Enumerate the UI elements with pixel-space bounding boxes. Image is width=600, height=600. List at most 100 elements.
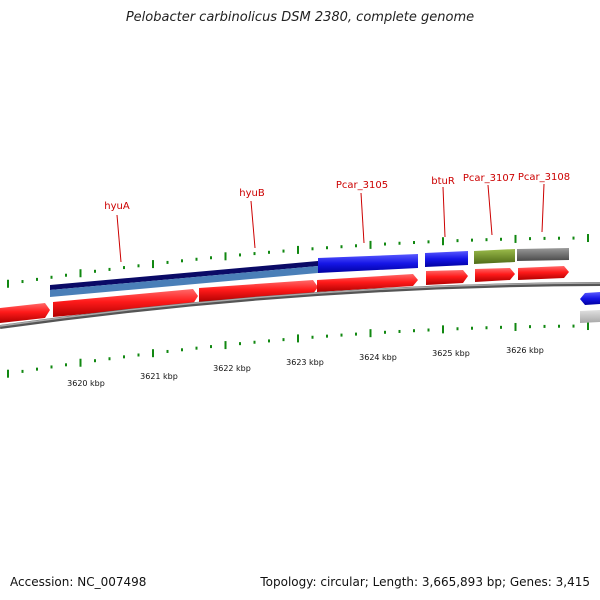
scale-tick-minor	[137, 353, 140, 357]
scale-tick-minor	[355, 332, 357, 336]
outer-tick-major	[152, 260, 154, 269]
label-leaders	[116, 183, 545, 263]
gene-arrow-btuR	[426, 270, 468, 285]
scale-tick-minor	[123, 355, 125, 359]
scale-tick-minor	[94, 359, 96, 363]
scale-tick-minor	[558, 324, 560, 328]
outer-tick-minor	[50, 275, 53, 279]
scale-label-3624: 3624 kbp	[359, 353, 397, 362]
scale-tick-minor	[427, 328, 430, 332]
outer-tick-minor	[181, 259, 183, 263]
outer-tick-minor	[427, 240, 430, 244]
outer-tick-minor	[253, 252, 256, 256]
scale-tick-major	[152, 349, 154, 358]
scale-tick-major	[224, 341, 227, 350]
scale-tick-minor	[485, 326, 488, 330]
scale-tick-minor	[253, 340, 256, 344]
genome-summary-text: Topology: circular; Length: 3,665,893 bp…	[260, 575, 590, 589]
leader-pcar3105	[360, 192, 365, 244]
outer-tick-minor	[239, 253, 241, 257]
gene-arrow-pcar3107	[475, 268, 515, 282]
scale-tick-minor	[50, 365, 53, 369]
cds-bar-btuR	[425, 251, 468, 267]
cds-bar-pcar3107	[474, 249, 515, 264]
gene-label-pcar3105: Pcar_3105	[336, 180, 388, 191]
genome-backbone	[0, 282, 600, 329]
outer-tick-major	[297, 245, 299, 254]
scale-tick-minor	[398, 329, 401, 333]
outer-tick-major	[442, 237, 444, 246]
leader-hyuB	[250, 200, 256, 249]
outer-tick-minor	[572, 236, 575, 240]
scale-tick-track	[7, 322, 589, 378]
scale-tick-minor	[65, 363, 67, 367]
outer-tick-minor	[398, 241, 401, 245]
gene-label-pcar3108: Pcar_3108	[518, 172, 570, 183]
cds-bar-steel	[50, 266, 318, 297]
scale-tick-minor	[471, 326, 473, 330]
cds-bar-pcar3105	[318, 254, 418, 273]
scale-tick-minor	[210, 345, 212, 349]
scale-tick-minor	[21, 369, 24, 373]
scale-tick-minor	[195, 346, 198, 350]
scale-tick-major	[297, 334, 299, 343]
scale-tick-minor	[500, 325, 502, 329]
outer-tick-track	[7, 234, 589, 288]
outer-tick-minor	[413, 241, 415, 245]
outer-tick-major	[79, 269, 82, 278]
outer-tick-minor	[543, 236, 546, 240]
outer-tick-minor	[166, 260, 169, 264]
outer-tick-major	[587, 234, 589, 243]
scale-tick-minor	[181, 348, 183, 352]
outer-tick-minor	[500, 237, 502, 241]
leader-hyuA	[116, 214, 122, 263]
scale-label-3625: 3625 kbp	[432, 349, 470, 358]
scale-tick-minor	[456, 327, 459, 331]
outer-tick-minor	[485, 238, 488, 242]
outer-tick-minor	[471, 238, 473, 242]
scale-tick-minor	[340, 333, 343, 337]
gene-arrow	[0, 303, 50, 323]
cds-track	[50, 248, 600, 323]
scale-tick-major	[442, 325, 444, 334]
gene-arrow-hyuA	[53, 289, 198, 317]
outer-tick-minor	[123, 266, 125, 270]
gene-label-btuR: btuR	[431, 176, 455, 187]
outer-tick-minor	[94, 269, 96, 273]
scale-label-3626: 3626 kbp	[506, 346, 544, 355]
outer-tick-minor	[355, 244, 357, 248]
outer-tick-minor	[384, 242, 386, 246]
outer-tick-major	[224, 252, 227, 261]
outer-tick-minor	[108, 267, 111, 271]
accession-text: Accession: NC_007498	[10, 575, 147, 589]
outer-tick-minor	[210, 256, 212, 260]
outer-tick-minor	[195, 257, 198, 261]
outer-tick-minor	[268, 250, 270, 254]
outer-tick-minor	[282, 249, 285, 253]
scale-label-3623: 3623 kbp	[286, 358, 324, 367]
gene-track	[0, 266, 569, 323]
outer-tick-major	[369, 240, 372, 249]
scale-tick-minor	[108, 357, 111, 361]
outer-tick-minor	[340, 245, 343, 249]
scale-tick-minor	[282, 338, 285, 342]
scale-tick-minor	[529, 325, 531, 329]
gene-label-hyuB: hyuB	[239, 188, 265, 199]
outer-tick-minor	[21, 280, 24, 284]
gene-label-pcar3107: Pcar_3107	[463, 173, 515, 184]
scale-tick-major	[7, 369, 9, 378]
scale-label-3621: 3621 kbp	[140, 372, 178, 381]
outer-tick-major	[7, 279, 9, 288]
outer-tick-minor	[558, 236, 560, 240]
scale-tick-minor	[268, 339, 270, 343]
map-title: Pelobacter carbinolicus DSM 2380, comple…	[125, 10, 475, 25]
outer-tick-minor	[137, 264, 140, 268]
outer-tick-minor	[529, 237, 531, 241]
scale-tick-minor	[239, 342, 241, 346]
scale-label-3620: 3620 kbp	[67, 379, 105, 388]
leader-btuR	[442, 186, 446, 238]
outer-tick-minor	[65, 273, 67, 277]
scale-tick-major	[587, 322, 589, 331]
cds-bar-navy	[50, 261, 318, 290]
